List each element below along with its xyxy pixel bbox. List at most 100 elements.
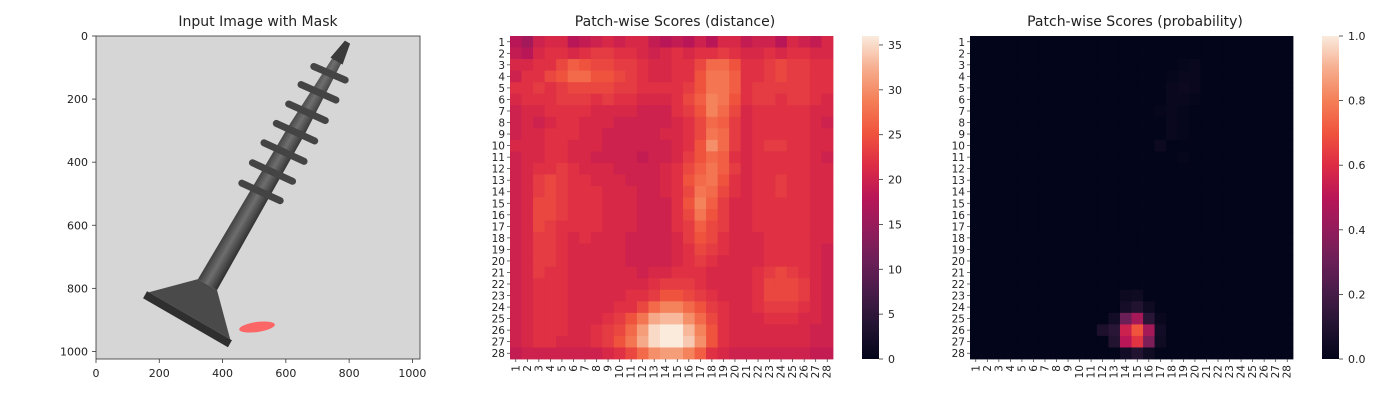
probability-cell (1189, 266, 1202, 279)
probability-cell (1269, 347, 1282, 360)
probability-cell (1235, 266, 1248, 279)
probability-cell (1050, 36, 1063, 48)
image-y-tick-label: 0 (81, 30, 88, 43)
probability-cell (1108, 151, 1121, 164)
distance-x-tick-label: 27 (810, 365, 822, 378)
distance-cell (567, 220, 580, 233)
probability-cell (970, 255, 982, 268)
distance-cell (636, 185, 649, 198)
probability-cell (1050, 82, 1063, 95)
probability-cell (1004, 289, 1017, 302)
distance-cell (625, 278, 638, 291)
probability-cell (1062, 128, 1075, 141)
probability-cell (1108, 174, 1121, 187)
distance-cell (636, 232, 649, 245)
distance-cell (821, 347, 834, 360)
distance-cell (763, 116, 776, 129)
probability-cell (1108, 185, 1121, 198)
probability-cell (993, 197, 1006, 210)
probability-cell (1177, 139, 1190, 152)
distance-cell (752, 128, 765, 141)
distance-cell (579, 289, 592, 302)
distance-cell (694, 197, 707, 210)
distance-cell (648, 116, 661, 129)
distance-cell (821, 232, 834, 245)
probability-cell (1027, 278, 1040, 291)
distance-cell (706, 255, 719, 268)
distance-cell (798, 139, 811, 152)
distance-cell (706, 105, 719, 118)
distance-cell (786, 174, 799, 187)
probability-cell (1281, 197, 1294, 210)
distance-cell (821, 289, 834, 302)
probability-cell (1131, 220, 1144, 233)
probability-cell (1235, 324, 1248, 337)
distance-cell (706, 312, 719, 325)
distance-cell (798, 105, 811, 118)
distance-cell (809, 105, 822, 118)
probability-cell (1246, 220, 1259, 233)
probability-y-tick-label: 28 (952, 348, 965, 360)
probability-cell (1200, 82, 1213, 95)
distance-cell (809, 59, 822, 72)
distance-cell (533, 162, 546, 175)
distance-cell (809, 70, 822, 83)
probability-cell (993, 220, 1006, 233)
distance-cell (706, 243, 719, 256)
distance-cell (717, 139, 730, 152)
distance-cell (717, 266, 730, 279)
distance-cell (659, 36, 672, 48)
probability-cell (1154, 266, 1167, 279)
distance-cell (521, 220, 534, 233)
probability-cell (1085, 278, 1098, 291)
distance-cell (671, 93, 684, 106)
distance-cell (510, 151, 522, 164)
distance-cell (510, 324, 522, 337)
probability-cell (1119, 185, 1132, 198)
distance-cell (510, 82, 522, 95)
distance-cell (821, 335, 834, 348)
distance-cell (694, 82, 707, 95)
distance-cell (752, 59, 765, 72)
distance-cell (809, 36, 822, 48)
probability-cell (1004, 47, 1017, 60)
distance-cell (533, 185, 546, 198)
probability-cell (1016, 82, 1029, 95)
distance-cell (763, 162, 776, 175)
distance-cell (567, 93, 580, 106)
probability-cell (1131, 70, 1144, 83)
distance-cell (533, 312, 546, 325)
probability-cell (1096, 59, 1109, 72)
distance-cell (740, 335, 753, 348)
probability-cell (1246, 209, 1259, 221)
distance-cell (636, 116, 649, 129)
distance-cell (740, 47, 753, 60)
image-y-tick-label: 200 (67, 93, 88, 106)
probability-cell (993, 185, 1006, 198)
distance-cell (544, 232, 557, 245)
probability-cell (1200, 197, 1213, 210)
distance-cell (556, 116, 569, 129)
probability-cell (1177, 266, 1190, 279)
probability-cell (1177, 59, 1190, 72)
probability-cell (1223, 162, 1236, 175)
probability-cell (1050, 151, 1063, 164)
probability-cell (970, 82, 982, 95)
distance-cell (556, 105, 569, 118)
probability-cell (1062, 36, 1075, 48)
probability-cell (1177, 151, 1190, 164)
distance-cell (544, 47, 557, 60)
distance-cell (763, 197, 776, 210)
probability-cell (1143, 324, 1155, 337)
distance-cell (590, 255, 603, 268)
probability-cell (1119, 139, 1132, 152)
distance-cell (671, 232, 684, 245)
probability-cell (1016, 347, 1029, 360)
probability-y-tick-label: 12 (952, 164, 965, 176)
distance-cell (752, 232, 765, 245)
probability-cell (1108, 36, 1121, 48)
probability-cell (1119, 197, 1132, 210)
distance-cell (510, 232, 522, 245)
distance-cell (533, 151, 546, 164)
probability-cell (1062, 335, 1075, 348)
